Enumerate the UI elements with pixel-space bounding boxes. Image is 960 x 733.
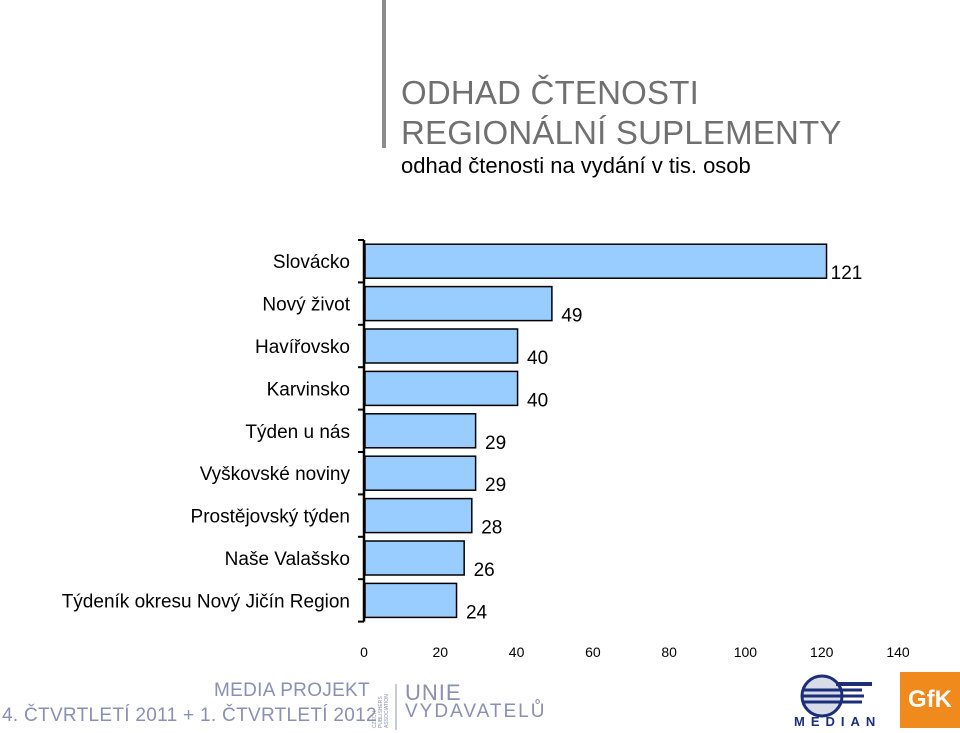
category-label: Naše Valašsko xyxy=(225,549,350,570)
value-label: 28 xyxy=(481,518,502,539)
value-label: 40 xyxy=(527,390,548,411)
bar xyxy=(364,243,828,279)
bar xyxy=(364,455,477,491)
category-label: Vyškovské noviny xyxy=(200,464,351,485)
x-tick-label: 140 xyxy=(886,644,910,660)
bar xyxy=(364,285,553,322)
x-tick-label: 40 xyxy=(509,644,525,660)
x-tick-label: 0 xyxy=(360,644,368,660)
readership-bar-chart: Slovácko 121 Nový život 49 Havířovsko 40 Karvi… xyxy=(62,239,910,660)
x-tick-label: 20 xyxy=(432,644,448,660)
category-label: Týdeník okresu Nový Jičín Region xyxy=(62,591,350,612)
x-tick-label: 100 xyxy=(734,644,758,660)
header-divider xyxy=(382,0,386,148)
page-subtitle: odhad čtenosti na vydání v tis. osob xyxy=(401,153,751,178)
value-label: 40 xyxy=(527,348,548,369)
x-tick-label: 60 xyxy=(585,644,601,660)
page-title-line2: REGIONÁLNÍ SUPLEMENTY xyxy=(401,114,842,151)
value-label: 29 xyxy=(485,433,506,454)
category-label: Prostějovský týden xyxy=(191,507,350,528)
bar xyxy=(364,370,519,407)
gfk-logo-text: GfK xyxy=(908,686,952,713)
category-label: Karvinsko xyxy=(267,379,350,400)
category-label: Týden u nás xyxy=(245,422,350,443)
value-label: 121 xyxy=(831,263,863,284)
value-label: 24 xyxy=(466,602,488,623)
unie-logo-line2: VYDAVATELŮ xyxy=(405,701,547,722)
category-label: Slovácko xyxy=(273,252,350,273)
gfk-logo: GfK xyxy=(900,672,960,728)
median-logo-text: MEDIAN xyxy=(794,714,882,729)
bar xyxy=(364,413,477,449)
x-tick-label: 80 xyxy=(661,644,677,660)
media-projekt-label: MEDIA PROJEKT xyxy=(214,680,370,701)
value-label: 26 xyxy=(474,560,495,581)
category-label: Nový život xyxy=(262,295,350,316)
median-logo-icon xyxy=(800,674,872,718)
value-label: 49 xyxy=(561,306,582,327)
logo-divider xyxy=(395,684,397,730)
unie-logo-line1: UNIE xyxy=(405,680,462,705)
bar xyxy=(364,540,465,576)
x-tick-label: 120 xyxy=(810,644,834,660)
period-label: 4. ČTVRTLETÍ 2011 + 1. ČTVRTLETÍ 2012 xyxy=(2,705,377,726)
bar xyxy=(364,328,519,364)
category-label: Havířovsko xyxy=(255,337,350,358)
cpa-logo-text: CZECH PUBLISHERS ASSOCIATION xyxy=(372,694,390,728)
value-label: 29 xyxy=(485,475,506,496)
page-title-line1: ODHAD ČTENOSTI xyxy=(401,74,699,111)
bar xyxy=(364,582,458,619)
bar xyxy=(364,497,473,534)
